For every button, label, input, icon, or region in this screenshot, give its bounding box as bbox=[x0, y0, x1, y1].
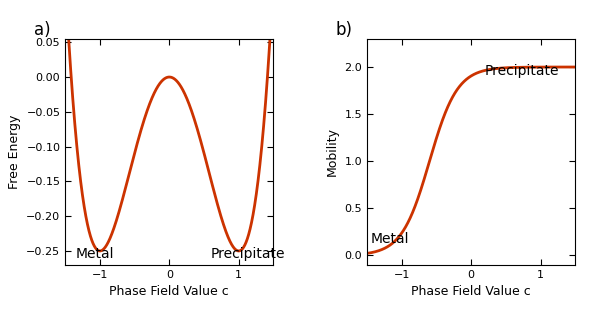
Text: Metal: Metal bbox=[371, 232, 409, 246]
Text: b): b) bbox=[336, 21, 353, 39]
Y-axis label: Free Energy: Free Energy bbox=[8, 115, 21, 189]
Text: a): a) bbox=[34, 21, 50, 39]
Text: Precipitate: Precipitate bbox=[485, 64, 560, 78]
X-axis label: Phase Field Value c: Phase Field Value c bbox=[412, 285, 531, 298]
Text: Metal: Metal bbox=[76, 247, 114, 261]
Text: Precipitate: Precipitate bbox=[211, 247, 285, 261]
Y-axis label: Mobility: Mobility bbox=[326, 127, 339, 176]
X-axis label: Phase Field Value c: Phase Field Value c bbox=[110, 285, 229, 298]
